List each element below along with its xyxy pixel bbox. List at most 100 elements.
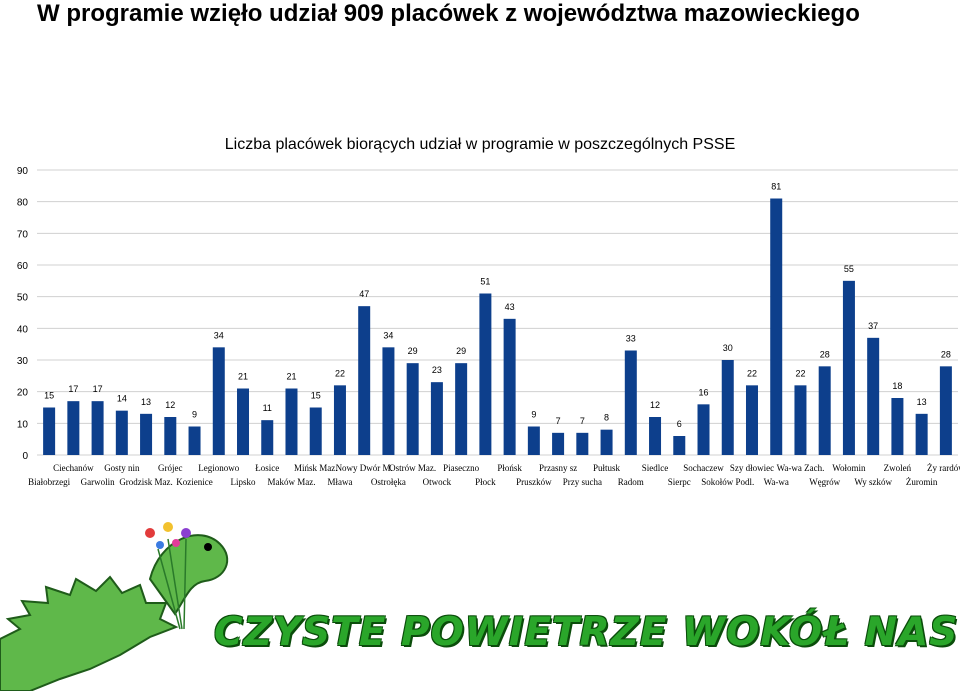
y-tick-label: 50	[17, 293, 29, 304]
bar	[939, 366, 952, 455]
bar	[770, 198, 783, 455]
data-label: 7	[580, 416, 585, 426]
category-label: Mińsk Maz.	[294, 463, 338, 473]
data-label: 8	[604, 413, 609, 423]
bar	[479, 293, 492, 455]
y-tick-label: 10	[17, 419, 29, 430]
bar	[503, 318, 516, 455]
category-label: Otwock	[423, 477, 452, 487]
bar	[406, 363, 419, 455]
data-label: 12	[650, 400, 660, 410]
bar	[237, 388, 250, 455]
category-label: Pułtusk	[593, 463, 621, 473]
data-label: 28	[941, 349, 951, 359]
bar	[867, 337, 880, 455]
category-label: Płock	[475, 477, 496, 487]
bar	[552, 432, 565, 455]
bar	[333, 385, 346, 455]
bar	[309, 407, 322, 455]
campaign-banner	[0, 519, 960, 691]
category-label: Wołomin	[832, 463, 866, 473]
bar	[91, 401, 104, 455]
category-label: Ostrów Maz.	[389, 463, 436, 473]
y-tick-label: 30	[17, 356, 29, 367]
category-label: Mława	[327, 477, 352, 487]
category-label: Żuromin	[906, 477, 938, 487]
category-label: Łosice	[255, 463, 279, 473]
data-label: 15	[44, 391, 54, 401]
category-label: Przasny sz	[539, 463, 577, 473]
bar	[358, 306, 371, 455]
bar	[891, 398, 904, 455]
bar	[600, 429, 613, 455]
category-label: Wa-wa	[764, 477, 789, 487]
category-label: Grójec	[158, 463, 183, 473]
category-label: Szy dłowiec	[730, 463, 774, 473]
data-label: 11	[263, 403, 272, 413]
data-label: 47	[359, 289, 369, 299]
data-label: 15	[311, 391, 321, 401]
data-label: 43	[505, 302, 515, 312]
y-tick-label: 70	[17, 229, 29, 240]
y-tick-label: 0	[22, 451, 28, 462]
bar	[455, 363, 468, 455]
category-label: Wy szków	[854, 477, 892, 487]
data-label: 6	[677, 419, 682, 429]
category-label: Pruszków	[516, 477, 552, 487]
bar	[794, 385, 807, 455]
bar	[261, 420, 274, 455]
data-label: 29	[408, 346, 418, 356]
data-label: 51	[480, 277, 490, 287]
data-label: 28	[820, 349, 830, 359]
data-label: 34	[214, 330, 224, 340]
data-label: 37	[868, 321, 878, 331]
category-label: Wa-wa Zach.	[777, 463, 825, 473]
bar	[818, 366, 831, 455]
y-tick-label: 40	[17, 324, 29, 335]
bar	[212, 347, 225, 455]
page-title: W programie wzięło udział 909 placówek z…	[37, 0, 860, 27]
bar	[67, 401, 80, 455]
category-label: Przy sucha	[563, 477, 602, 487]
bar	[697, 404, 710, 455]
category-label: Sokołów Podl.	[701, 477, 754, 487]
category-label: Garwolin	[81, 477, 115, 487]
data-label: 9	[531, 410, 536, 420]
category-label: Sochaczew	[683, 463, 724, 473]
category-label: Lipsko	[231, 477, 257, 487]
data-label: 30	[723, 343, 733, 353]
data-label: 12	[165, 400, 175, 410]
data-label: 17	[68, 384, 78, 394]
data-label: 13	[917, 397, 927, 407]
data-label: 16	[699, 387, 709, 397]
data-label: 22	[335, 368, 345, 378]
y-tick-label: 60	[17, 261, 29, 272]
category-label: Białobrzegi	[28, 477, 70, 487]
category-label: Gosty nin	[104, 463, 140, 473]
bar	[115, 410, 128, 455]
data-label: 13	[141, 397, 151, 407]
y-tick-label: 20	[17, 388, 29, 399]
data-label: 23	[432, 365, 442, 375]
bar	[842, 280, 855, 455]
data-label: 33	[626, 334, 636, 344]
bar	[430, 382, 443, 455]
slogan: CZYSTE POWIETRZE WOKÓŁ NAS	[214, 610, 959, 655]
category-label: Nowy Dwór M.	[336, 463, 393, 473]
y-tick-label: 80	[17, 198, 29, 209]
y-tick-label: 90	[17, 166, 29, 177]
data-label: 81	[771, 182, 781, 192]
bar	[43, 407, 56, 455]
bar	[382, 347, 395, 455]
category-label: Węgrów	[809, 477, 840, 487]
category-label: Ciechanów	[53, 463, 94, 473]
bar	[915, 413, 928, 455]
category-label: Maków Maz.	[267, 477, 315, 487]
data-label: 9	[192, 410, 197, 420]
bar	[140, 413, 153, 455]
category-label: Grodzisk Maz.	[119, 477, 173, 487]
bar	[285, 388, 298, 455]
data-label: 7	[556, 416, 561, 426]
data-label: 21	[238, 372, 248, 382]
category-label: Sierpc	[668, 477, 691, 487]
